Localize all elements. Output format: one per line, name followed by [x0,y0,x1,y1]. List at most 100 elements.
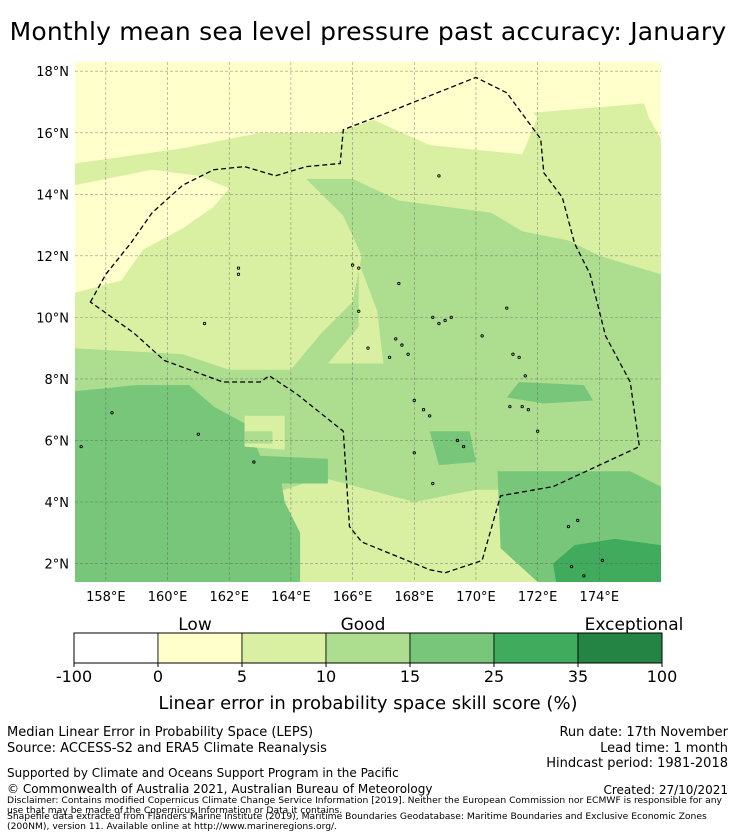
island-marker [394,337,398,341]
lon-tick-label: 168°E [394,590,434,605]
lat-tick-label: 10°N [36,311,69,326]
island-marker [569,564,574,569]
skill-region-c25 [506,382,594,404]
footer-hindcast: Hindcast period: 1981-2018 [546,756,728,771]
category-low: Low [178,615,212,635]
island-marker [461,444,466,449]
colorbar-tick-label: 10 [316,667,336,686]
footer-shapefile-2: (200NM), version 11. Available online at… [7,821,338,832]
island-marker [480,334,484,338]
island-marker [431,481,435,486]
longitude-axis: 158°E 160°E 162°E 164°E 166°E 168°E 170°E 172°E… [86,590,619,605]
footer-created: Created: 27/10/2021 [603,783,728,797]
island-marker [505,306,509,310]
colorbar-cell [325,632,411,664]
island-marker [428,414,432,418]
colorbar-tick-label: -100 [56,667,92,686]
eez-boundary [89,76,641,574]
island-marker [357,266,361,270]
island-marker [508,404,512,409]
skill-region-c25 [429,431,476,466]
island-marker [400,343,404,347]
island-marker [449,315,453,320]
island-marker [79,444,83,449]
lon-tick-label: 164°E [271,590,311,605]
island-marker [397,281,401,286]
lat-tick-label: 6°N [45,434,70,449]
lat-tick-label: 2°N [45,558,70,573]
island-marker [412,398,416,403]
island-marker [366,346,370,350]
lat-tick-label: 18°N [36,65,69,80]
lon-tick-label: 174°E [580,590,620,605]
island-marker [387,355,392,360]
colorbar-cell [73,632,159,664]
lon-tick-label: 172°E [518,590,558,605]
island-marker [576,518,580,523]
skill-region-c25 [75,385,328,582]
footer-support: Supported by Climate and Oceans Support … [7,766,399,780]
island-marker [437,321,441,326]
footer-disclaimer-2: use that may be made of the Copernicus I… [7,805,343,816]
island-marker [252,460,256,464]
island-marker [412,451,416,455]
footer-shapefile-1: Shapefile data extracted from Flanders M… [7,811,707,822]
island-marker [526,408,531,412]
latitude-axis: 18°N 16°N 14°N 12°N 10°N 8°N 6°N 4°N 2°N [36,65,69,572]
footer-lead-time: Lead time: 1 month [600,741,728,756]
island-marker [582,574,586,578]
lat-tick-label: 4°N [45,496,70,511]
island-marker [455,438,460,443]
island-marker [202,321,207,326]
skill-regions [75,62,661,582]
graticule [75,62,661,582]
island-marker [431,315,435,320]
island-marker [437,174,441,178]
skill-region-c10 [327,517,498,582]
skill-region-c5 [368,80,538,155]
skill-region-c5 [75,169,230,293]
lat-tick-label: 16°N [36,127,69,142]
footer-copyright: © Commonwealth of Australia 2021, Austra… [7,782,433,796]
skill-region-c5 [630,62,661,139]
skill-region-c15 [244,431,273,444]
colorbar-tick-label: 0 [153,667,163,686]
islands [79,174,605,578]
island-marker [443,318,447,323]
colorbar-cell [493,632,579,664]
colorbar-cell [157,632,243,664]
skill-region-c10 [327,262,384,364]
lon-tick-label: 160°E [148,590,188,605]
footer-run-date: Run date: 17th November [559,725,728,740]
colorbar-tick-label: 35 [568,667,588,686]
colorbar: -100 0 5 10 15 25 35 100 Low Good Exceptional L… [56,615,684,714]
colorbar-cell [409,632,495,664]
lon-tick-label: 158°E [86,590,126,605]
island-marker [421,408,426,412]
skill-region-c35 [553,538,661,582]
skill-region-c5 [75,62,661,164]
lon-tick-label: 166°E [333,590,373,605]
island-marker [511,352,515,356]
category-good: Good [341,615,386,635]
island-marker [523,374,527,378]
lat-tick-label: 14°N [36,188,69,203]
colorbar-tick-label: 100 [647,667,678,686]
lat-tick-label: 8°N [45,373,70,388]
page-title: Monthly mean sea level pressure past acc… [9,17,727,46]
colorbar-tick-label: 25 [484,667,504,686]
island-marker [236,272,241,276]
colorbar-cell [577,632,663,664]
lon-tick-label: 162°E [209,590,249,605]
colorbar-cell [241,632,327,664]
island-marker [517,355,521,360]
island-marker [520,404,524,409]
category-exceptional: Exceptional [585,615,684,635]
island-marker [566,524,571,529]
island-marker [535,429,540,433]
lon-tick-label: 170°E [456,590,496,605]
colorbar-frame [73,632,663,664]
footer-source: Source: ACCESS-S2 and ERA5 Climate Reana… [7,741,327,756]
map-area[interactable] [75,62,661,582]
